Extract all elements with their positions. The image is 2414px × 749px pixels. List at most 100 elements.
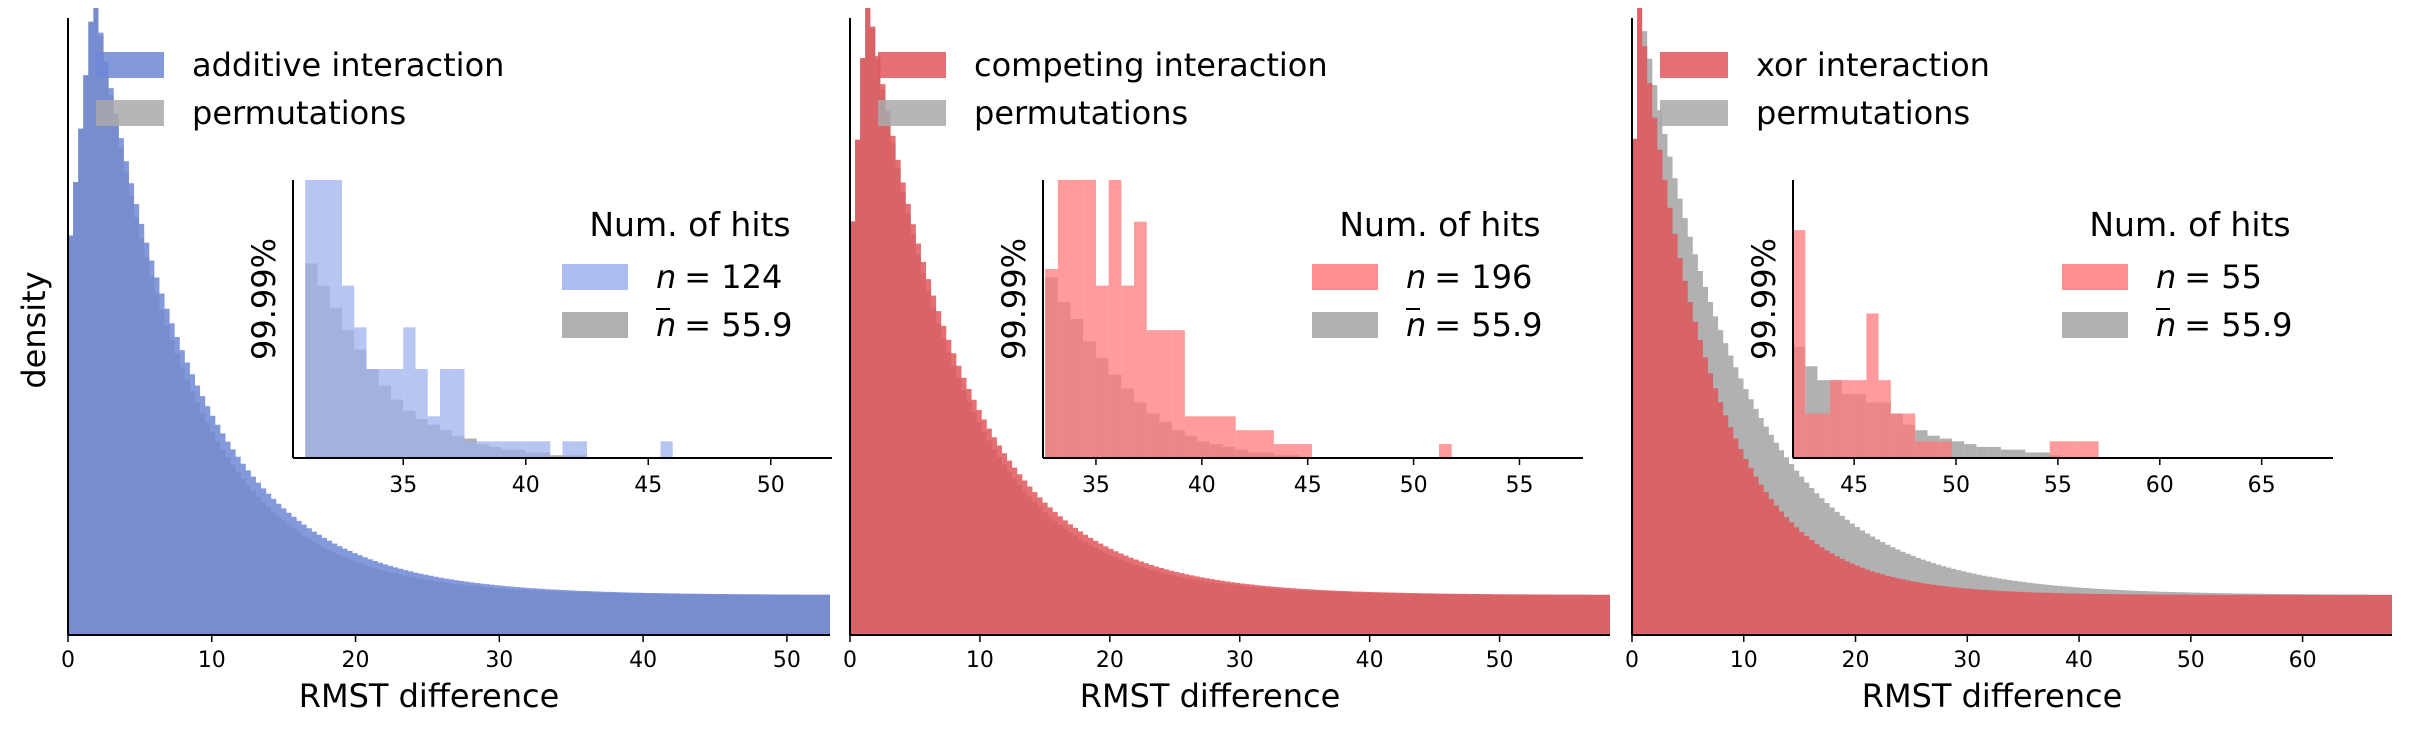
inset-hit-bar	[1927, 441, 1940, 458]
inset-hit-bar	[403, 327, 416, 458]
inset-perm-bar	[1988, 446, 2001, 458]
inset-x-tick-label: 40	[512, 473, 540, 498]
inset-legend-swatch-perm	[1312, 312, 1378, 338]
inset-y-label: 99.99%	[1745, 238, 1783, 360]
inset-hit-bar	[513, 441, 526, 458]
inset-perm-bar	[2000, 449, 2014, 458]
x-tick-label: 50	[2177, 648, 2205, 673]
hits-n-symbol: n	[2156, 258, 2176, 296]
inset-hit-bar	[391, 369, 404, 458]
inset-legend-title: Num. of hits	[589, 205, 790, 244]
perm-n-symbol: n	[656, 306, 676, 344]
inset-hit-bar	[1439, 444, 1452, 458]
inset-x-tick-label: 60	[2146, 473, 2174, 498]
inset-hit-bar	[329, 180, 342, 458]
inset-hit-bar	[378, 369, 391, 458]
legend-swatch-red	[1660, 52, 1728, 78]
inset-hit-bar	[1878, 380, 1891, 458]
inset-hit-bar	[440, 369, 453, 458]
inset-x-tick-label: 55	[2044, 473, 2072, 498]
inset-hit-bar	[1184, 416, 1198, 458]
inset-hit-bar	[1223, 416, 1236, 458]
inset-hit-bar	[1121, 285, 1135, 458]
inset-hit-bar	[489, 441, 502, 458]
inset-x-tick-label: 50	[1942, 473, 1970, 498]
inset-hit-bar	[1805, 413, 1818, 458]
inset-hit-bar	[2049, 441, 2062, 458]
hits-n-value: = 124	[684, 258, 782, 296]
inset-legend-hits: n = 55	[2156, 258, 2262, 296]
inset-legend-swatch-hits	[562, 264, 628, 290]
x-axis-label: RMST difference	[299, 677, 560, 715]
hits-n-value: = 55	[2184, 258, 2262, 296]
x-tick-label: 50	[773, 648, 801, 673]
inset-hit-bar	[1070, 180, 1084, 458]
inset-perm-bar	[550, 455, 563, 458]
inset-hit-bar	[2074, 441, 2087, 458]
inset-hit-bar	[1108, 180, 1122, 458]
legend-swatch-red	[878, 52, 946, 78]
inset-hit-bar	[1261, 430, 1274, 458]
x-tick-label: 0	[1625, 648, 1639, 673]
inset-hit-bar	[1095, 285, 1109, 458]
inset-hit-bar	[415, 369, 428, 458]
inset-hit-bar	[1286, 444, 1300, 458]
inset-hit-bar	[476, 441, 489, 458]
inset-legend-title: Num. of hits	[2089, 205, 2290, 244]
inset-hit-bar	[1915, 441, 1928, 458]
inset-hit-bar	[1817, 413, 1830, 458]
inset-hit-bar	[660, 441, 673, 458]
x-tick-label: 30	[1953, 648, 1981, 673]
inset-hit-bar	[305, 180, 318, 458]
inset-hit-bar	[427, 416, 440, 458]
legend-swatch-gray	[1660, 100, 1728, 126]
interaction-histogram	[850, 8, 1610, 635]
panel-3: 0 10 20 30 40 50 60 RMST difference xor interact…	[1625, 8, 2392, 715]
inset-perm-bar	[2013, 449, 2026, 458]
hits-n-value: = 196	[1434, 258, 1532, 296]
inset-hit-bar	[1854, 380, 1867, 458]
inset-hit-bar	[1057, 180, 1071, 458]
x-tick-label: 50	[1486, 648, 1514, 673]
inset-x-tick-label: 45	[1294, 473, 1322, 498]
hits-n-symbol: n	[1406, 258, 1426, 296]
x-tick-label: 0	[61, 648, 75, 673]
inset-hit-bar	[1159, 330, 1173, 458]
x-tick-label: 10	[198, 648, 226, 673]
inset-hit-bar	[2086, 441, 2099, 458]
x-tick-label: 30	[1226, 648, 1254, 673]
x-axis-label: RMST difference	[1862, 677, 2123, 715]
perm-n-symbol: n	[1406, 306, 1426, 344]
x-tick-label: 10	[1730, 648, 1758, 673]
legend-swatch-gray	[878, 100, 946, 126]
legend-label: additive interaction	[192, 46, 504, 84]
inset-hit-bar	[1903, 413, 1916, 458]
inset-hit-bar	[525, 441, 538, 458]
x-tick-label: 40	[2065, 648, 2093, 673]
legend-label: permutations	[192, 94, 406, 132]
inset-x-tick-label: 40	[1188, 473, 1216, 498]
inset-hit-bar	[1866, 313, 1879, 458]
inset-x-tick-label: 65	[2248, 473, 2276, 498]
hits-n-symbol: n	[656, 258, 676, 296]
legend-label: permutations	[1756, 94, 1970, 132]
x-tick-label: 0	[843, 648, 857, 673]
x-tick-label: 30	[485, 648, 513, 673]
inset-hit-bar	[1172, 330, 1185, 458]
perm-n-symbol: n	[2156, 306, 2176, 344]
inset-hit-bar	[1134, 221, 1147, 458]
panel-2: 0 10 20 30 40 50 RMST difference competing inte…	[843, 8, 1610, 715]
inset-hit-bar	[501, 441, 514, 458]
inset-hit-bar	[1248, 430, 1262, 458]
inset-hit-bar	[1829, 380, 1842, 458]
y-axis-label: density	[15, 271, 53, 388]
inset-x-tick-label: 55	[1505, 473, 1533, 498]
inset-hit-bar	[1299, 444, 1312, 458]
inset-y-label: 99.99%	[245, 238, 283, 360]
x-tick-label: 20	[1096, 648, 1124, 673]
inset-x-tick-label: 50	[1400, 473, 1428, 498]
inset-legend-perm: n = 55.9	[656, 306, 793, 344]
inset-hit-bar	[1841, 380, 1855, 458]
inset-hit-bar	[464, 441, 477, 458]
